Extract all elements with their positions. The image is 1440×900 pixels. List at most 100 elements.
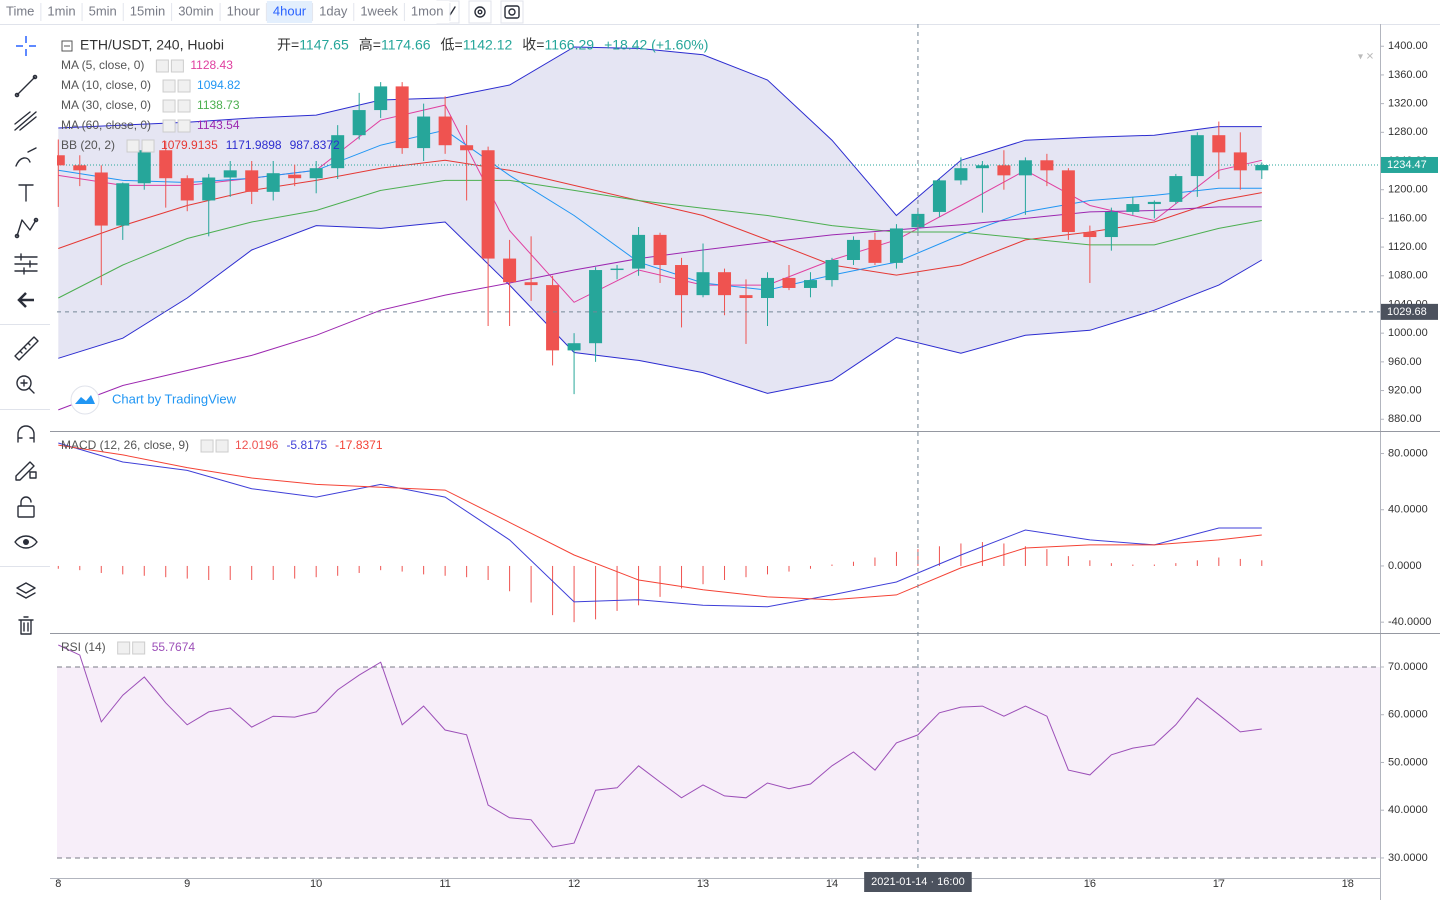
x-tick-label: 14 [826, 878, 838, 890]
candle-body [1233, 152, 1247, 171]
prediction-tool[interactable] [14, 253, 38, 275]
settings-icon[interactable] [200, 439, 214, 453]
lock-drawing-tool[interactable] [15, 461, 37, 481]
crosshair-price-box [1381, 303, 1438, 320]
settings-icon[interactable] [117, 641, 131, 655]
hide-icon[interactable] [177, 99, 191, 113]
hide-icon[interactable] [170, 59, 184, 73]
settings-button[interactable] [468, 0, 492, 24]
lock-tool[interactable] [17, 496, 35, 518]
indicator-value: -17.8371 [335, 438, 383, 452]
candle-body [567, 343, 581, 351]
interval-button[interactable]: 1min [47, 3, 75, 18]
crosshair-time-box [864, 872, 972, 892]
indicator-value: 12.0196 [235, 438, 279, 452]
candle-body [610, 268, 624, 271]
candle-body [889, 228, 903, 263]
text-tool[interactable] [18, 184, 34, 202]
ohlc-value: 1142.12 [463, 37, 513, 53]
layers-tool[interactable] [16, 582, 36, 599]
hide-icon[interactable] [177, 119, 191, 133]
back-tool[interactable] [17, 292, 34, 308]
interval-button[interactable]: 1mon [411, 3, 444, 18]
interval-button-bg [123, 1, 172, 23]
y-tick-label: 1320.00 [1388, 98, 1428, 110]
fib-tool[interactable] [14, 111, 37, 131]
candle-body [94, 172, 108, 226]
indicator-name: MA (10, close, 0) [61, 78, 151, 92]
interval-button[interactable]: Time [6, 3, 34, 18]
symbol-title: ETH/USDT, 240, Huobi [80, 37, 224, 53]
candle-body [1147, 201, 1161, 205]
candle-body [309, 168, 323, 179]
crosshair-price-label: 1029.68 [1387, 306, 1427, 318]
hide-icon[interactable] [177, 79, 191, 93]
settings-icon[interactable] [162, 119, 176, 133]
value-axis: -40.0000 0.0000 40.0000 80.0000 [1380, 447, 1431, 628]
settings-icon[interactable] [162, 79, 176, 93]
pane-controls[interactable]: ▾ ✕ [1358, 52, 1374, 63]
candle-body [223, 170, 237, 178]
indicator-name: MACD (12, 26, close, 9) [61, 438, 189, 452]
watermark-logo [70, 385, 100, 415]
magnet-tool[interactable] [17, 425, 35, 443]
ohlc-label: 高= [359, 37, 381, 53]
zoom-tool[interactable] [16, 375, 35, 394]
hide-icon[interactable] [215, 439, 229, 453]
macd-legend: MACD (12, 26, close, 9) 12.0196 -5.8175 -17… [61, 438, 383, 453]
interval-button[interactable]: 5min [89, 3, 117, 18]
candle-body [1212, 135, 1226, 153]
crosshair-tool[interactable] [16, 36, 36, 56]
candle-body [782, 277, 796, 288]
ruler-tool[interactable] [14, 336, 39, 361]
candle-body [1061, 170, 1075, 233]
candle-body [632, 234, 646, 269]
ohlc-label: 低= [441, 37, 463, 53]
settings-icon[interactable] [162, 99, 176, 113]
interval-button[interactable]: 4hour [273, 3, 307, 18]
screenshot-button[interactable] [500, 0, 524, 24]
rsi-pane [57, 644, 1380, 859]
candle-body [374, 86, 388, 111]
candle-body [868, 239, 882, 263]
price-axis-labels: 1234.47 [1381, 156, 1438, 173]
indicator-value: 1171.9898 [226, 138, 282, 152]
brush-tool[interactable] [15, 147, 37, 167]
y-tick-label: 1280.00 [1388, 126, 1428, 138]
visibility-tool[interactable] [14, 535, 38, 549]
x-tick-label: 12 [568, 878, 580, 890]
ohlc-value: 1174.66 [381, 37, 431, 53]
settings-icon[interactable] [126, 139, 140, 153]
y-tick-label: 70.0000 [1388, 661, 1428, 673]
pattern-tool[interactable] [14, 217, 39, 239]
y-tick-label: 880.00 [1388, 413, 1422, 425]
hide-icon[interactable] [132, 641, 146, 655]
candle-body [524, 282, 538, 286]
candle-body [481, 150, 495, 259]
candle-body [1040, 160, 1054, 171]
x-tick-label: 8 [55, 878, 61, 890]
collapse-icon[interactable] [61, 40, 73, 52]
interval-button[interactable]: 1week [360, 3, 398, 18]
delete-tool[interactable] [18, 616, 34, 635]
candle-body [417, 116, 431, 149]
settings-icon[interactable] [155, 59, 169, 73]
candle-body [57, 155, 65, 166]
candle-body [589, 270, 603, 344]
interval-button[interactable]: 1day [319, 3, 348, 18]
x-tick-label: 17 [1213, 878, 1225, 890]
indicator-name: MA (5, close, 0) [61, 58, 144, 72]
y-tick-label: 0.0000 [1388, 560, 1422, 572]
trend-line-tool[interactable] [14, 74, 38, 98]
watermark: Chart by TradingView [112, 391, 237, 406]
candle-body [803, 280, 817, 288]
hide-icon[interactable] [141, 139, 155, 153]
candle-body [696, 272, 710, 296]
y-tick-label: -40.0000 [1388, 616, 1431, 628]
y-tick-label: 1120.00 [1388, 241, 1427, 253]
interval-button[interactable]: 1hour [227, 3, 261, 18]
interval-button[interactable]: 15min [130, 3, 165, 18]
indicator-value: 1128.43 [190, 58, 233, 72]
interval-button[interactable]: 30min [178, 3, 213, 18]
